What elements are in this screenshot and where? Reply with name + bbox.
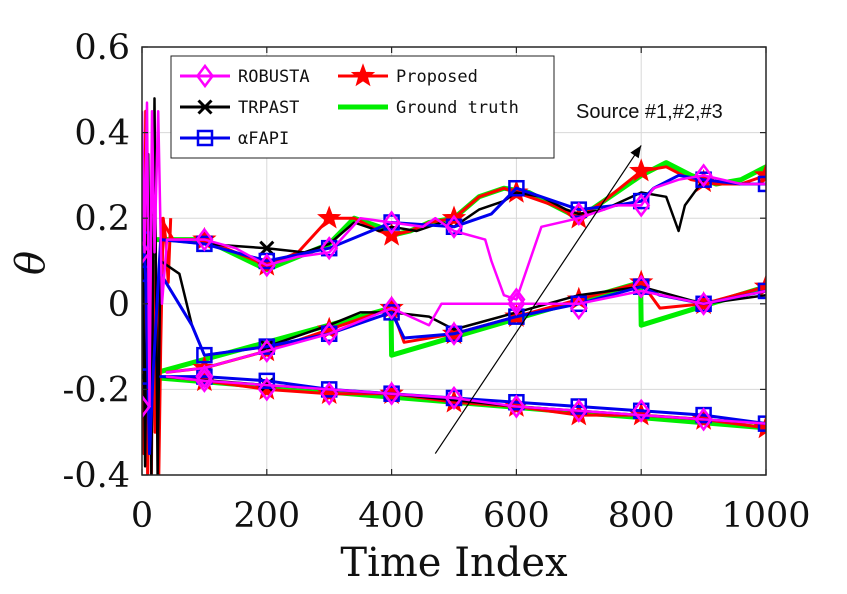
- legend-marker: [195, 63, 215, 89]
- marker-robusta: [142, 240, 152, 265]
- marker-robusta: [195, 364, 214, 389]
- marker-fapi: [196, 346, 213, 364]
- marker-robusta: [507, 287, 526, 312]
- legend-marker: [350, 63, 376, 87]
- marker-robusta: [195, 368, 214, 393]
- legend-marker: [196, 129, 214, 147]
- legend-item-proposed: Proposed: [338, 63, 478, 87]
- marker-robusta: [320, 236, 339, 261]
- legend-item-trpast: TRPAST: [180, 98, 299, 118]
- legend-label: Proposed: [396, 67, 478, 87]
- marker-robusta: [569, 398, 588, 423]
- legend-item-fapi: αFAPI: [180, 129, 289, 149]
- legend-item-robusta: ROBUSTA: [180, 63, 310, 89]
- marker-trpast: [259, 240, 275, 256]
- annotation-arrow: [434, 145, 642, 454]
- series-fapi-source-1: [159, 173, 766, 263]
- y-tick-label: 0.6: [74, 28, 130, 68]
- marker-robusta: [444, 321, 464, 346]
- annotation: Source #1,#2,#3: [434, 101, 723, 454]
- x-axis-title: Time Index: [340, 540, 568, 586]
- marker-robusta: [632, 193, 651, 218]
- legend-label: Ground truth: [396, 98, 519, 118]
- x-tick-label: 600: [483, 496, 550, 536]
- x-tick-label: 400: [358, 496, 425, 536]
- marker-robusta: [382, 295, 401, 321]
- marker-trpast: [142, 232, 150, 248]
- legend-label: ROBUSTA: [238, 67, 310, 87]
- marker-robusta: [694, 407, 713, 432]
- x-tick-label: 800: [608, 496, 675, 536]
- marker-robusta: [569, 201, 588, 227]
- y-axis-title: θ: [8, 251, 54, 275]
- marker-robusta: [142, 394, 152, 419]
- legend-marker: [197, 99, 213, 115]
- marker-robusta: [382, 381, 401, 406]
- marker-robusta: [507, 291, 526, 316]
- marker-robusta: [195, 227, 214, 252]
- series-robusta: [142, 101, 766, 432]
- y-tick-label: 0.4: [74, 114, 130, 154]
- annotation-text: Source #1,#2,#3: [576, 101, 723, 123]
- marker-robusta: [257, 253, 276, 278]
- y-axis-ticks: -0.4 -0.2 0 0.2 0.4 0.6: [63, 28, 766, 496]
- marker-proposed: [753, 162, 766, 186]
- y-tick-label: 0: [108, 285, 130, 325]
- marker-proposed: [317, 205, 342, 229]
- plot-frame: [141, 46, 767, 476]
- x-tick-label: 0: [131, 496, 153, 536]
- series-layer: [142, 97, 766, 475]
- marker-fapi: [757, 282, 766, 300]
- legend-item-groundtruth: Ground truth: [338, 98, 519, 118]
- marker-robusta: [632, 398, 651, 423]
- marker-robusta: [382, 210, 401, 235]
- marker-fapi: [508, 179, 525, 197]
- series-robusta-source-2: [165, 289, 766, 374]
- marker-fapi: [258, 372, 276, 390]
- y-tick-label: -0.4: [63, 456, 131, 496]
- marker-robusta: [694, 291, 713, 316]
- marker-robusta: [569, 295, 588, 321]
- marker-robusta: [632, 274, 651, 299]
- marker-robusta: [507, 394, 526, 419]
- marker-robusta: [320, 321, 339, 346]
- x-axis-ticks: 0 200 400 600 800 1000: [131, 47, 811, 536]
- legend: ROBUSTA Proposed TRPAST Ground truth αFAPI: [170, 55, 555, 159]
- series-trpast-transient: [142, 97, 162, 475]
- annotation-arrowhead: [630, 145, 642, 159]
- marker-robusta: [694, 163, 713, 188]
- marker-robusta: [320, 381, 339, 406]
- series-robusta-source-3: [165, 375, 766, 425]
- series-robusta-source-1: [165, 174, 766, 301]
- marker-proposed: [629, 158, 654, 182]
- x-tick-label: 200: [233, 496, 300, 536]
- marker-robusta: [444, 385, 464, 411]
- y-tick-label: 0.2: [74, 199, 130, 239]
- series-robusta-transient: [142, 101, 169, 408]
- x-tick-label: 1000: [721, 496, 810, 536]
- legend-label: TRPAST: [238, 98, 299, 118]
- y-tick-label: -0.2: [63, 370, 131, 410]
- marker-robusta: [257, 377, 276, 402]
- marker-robusta: [444, 214, 464, 239]
- marker-robusta: [257, 338, 276, 363]
- legend-label: αFAPI: [238, 129, 289, 149]
